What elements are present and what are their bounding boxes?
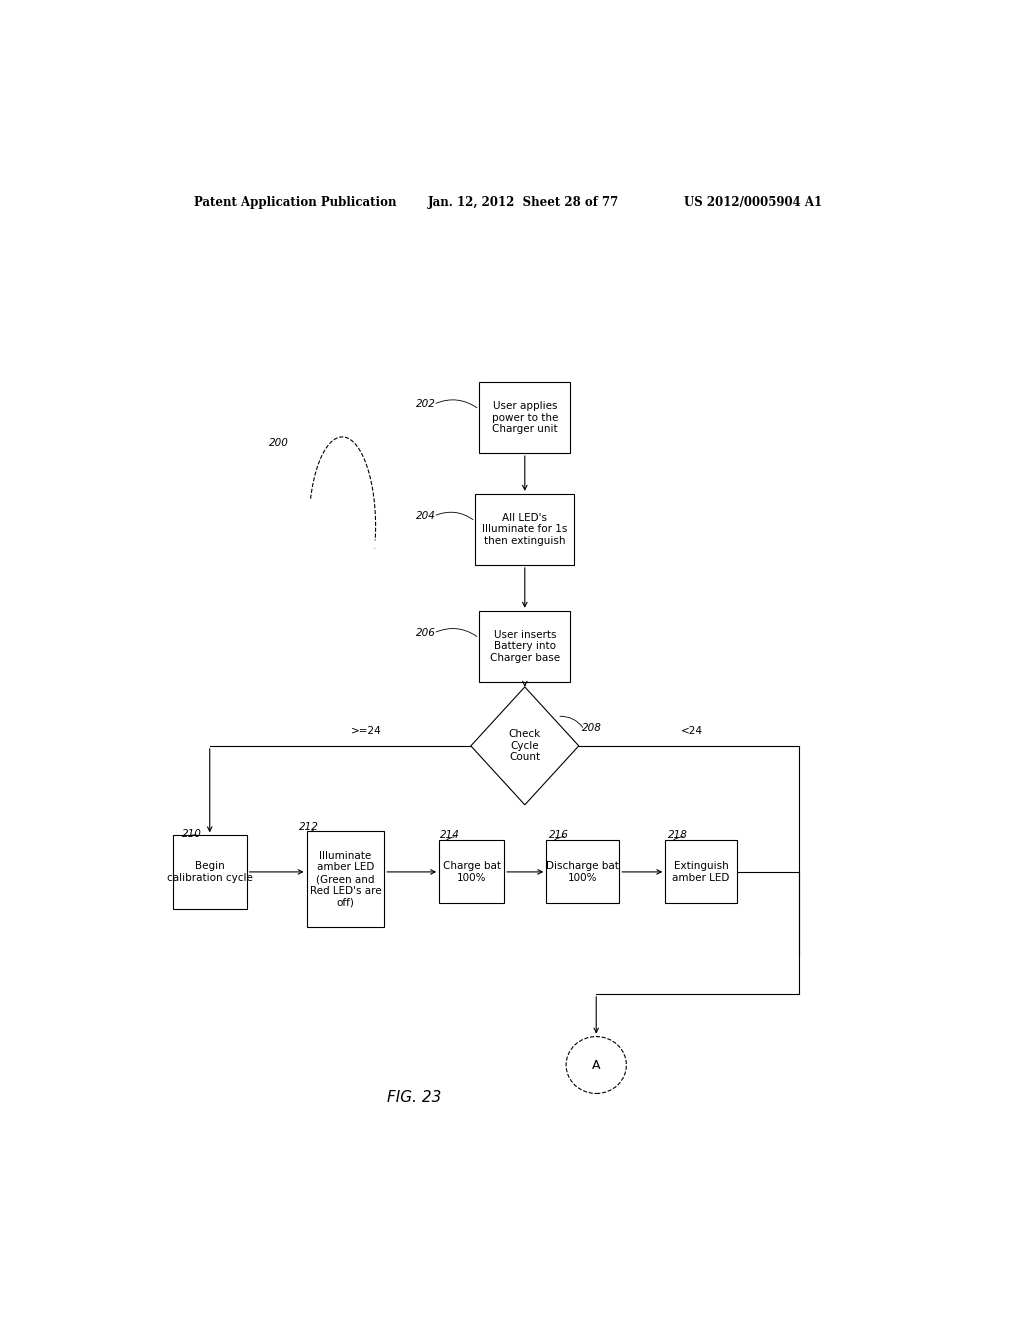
Text: All LED's
Illuminate for 1s
then extinguish: All LED's Illuminate for 1s then extingu… [482, 512, 567, 546]
FancyBboxPatch shape [475, 494, 574, 565]
Text: Extinguish
amber LED: Extinguish amber LED [673, 861, 730, 883]
Text: US 2012/0005904 A1: US 2012/0005904 A1 [684, 195, 821, 209]
FancyBboxPatch shape [479, 611, 570, 682]
Text: Discharge bat
100%: Discharge bat 100% [546, 861, 620, 883]
FancyBboxPatch shape [479, 381, 570, 453]
Text: 204: 204 [416, 511, 436, 521]
Text: Illuminate
amber LED
(Green and
Red LED's are
off): Illuminate amber LED (Green and Red LED'… [309, 851, 381, 907]
Text: Charge bat
100%: Charge bat 100% [442, 861, 501, 883]
Text: 202: 202 [416, 400, 436, 409]
Text: Check
Cycle
Count: Check Cycle Count [509, 729, 541, 763]
FancyBboxPatch shape [439, 841, 504, 903]
FancyBboxPatch shape [306, 830, 384, 928]
Polygon shape [471, 686, 579, 805]
FancyBboxPatch shape [666, 841, 736, 903]
Text: >=24: >=24 [350, 726, 382, 735]
Text: A: A [592, 1059, 600, 1072]
FancyBboxPatch shape [173, 836, 247, 908]
Text: 212: 212 [299, 822, 318, 832]
Text: 208: 208 [582, 722, 602, 733]
Text: 218: 218 [669, 830, 688, 841]
Text: 206: 206 [416, 628, 436, 638]
Text: FIG. 23: FIG. 23 [386, 1090, 441, 1105]
Text: Begin
calibration cycle: Begin calibration cycle [167, 861, 253, 883]
Text: User inserts
Battery into
Charger base: User inserts Battery into Charger base [489, 630, 560, 663]
Text: User applies
power to the
Charger unit: User applies power to the Charger unit [492, 401, 558, 434]
Text: 214: 214 [440, 830, 460, 841]
Text: Jan. 12, 2012  Sheet 28 of 77: Jan. 12, 2012 Sheet 28 of 77 [428, 195, 620, 209]
Text: Patent Application Publication: Patent Application Publication [194, 195, 396, 209]
Text: 200: 200 [269, 438, 289, 447]
Text: <24: <24 [681, 726, 702, 735]
Text: 210: 210 [182, 829, 202, 840]
Text: 216: 216 [550, 830, 569, 841]
FancyBboxPatch shape [546, 841, 620, 903]
Ellipse shape [566, 1036, 627, 1093]
